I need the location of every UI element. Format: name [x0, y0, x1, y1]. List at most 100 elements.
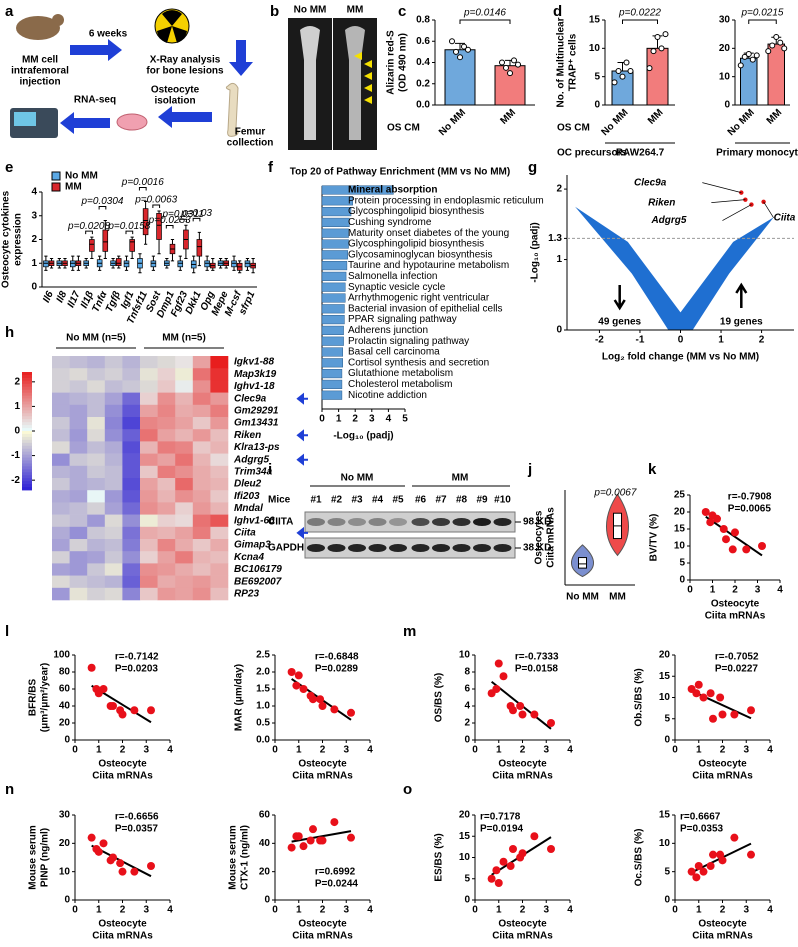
row-label: Kcna4: [234, 552, 264, 563]
heatmap-cell: [87, 380, 106, 393]
band: [389, 518, 407, 526]
box: [123, 260, 130, 268]
data-point: [147, 706, 155, 715]
heatmap-cell: [52, 356, 70, 369]
data-point: [747, 850, 755, 859]
heatmap-cell: [69, 404, 88, 418]
data-point: [699, 693, 708, 702]
heatmap-cell: [175, 526, 194, 540]
x-axis-title: Ciita mRNAs: [292, 931, 353, 942]
heatmap-cell: [210, 502, 229, 515]
data-point: [330, 705, 339, 714]
colorbar-step: [22, 451, 32, 455]
data-point: [109, 853, 117, 862]
heatmap-cell: [87, 453, 106, 467]
row-label: Ciita: [234, 528, 256, 539]
x-tick-label: 2: [720, 905, 726, 916]
box: [231, 260, 237, 268]
data-point: [781, 45, 788, 52]
y-axis-title-line: Oc.S/BS (%): [634, 829, 645, 887]
heatmap-cell: [140, 429, 158, 442]
heatmap-cell: [122, 380, 141, 393]
colorbar-step: [22, 428, 32, 432]
stat-annotation: r=-0.7052: [715, 652, 759, 663]
heatmap-cell: [192, 404, 211, 418]
x-tick-label: 3: [743, 905, 749, 916]
y-tick-label: 30: [719, 15, 731, 26]
data-point: [706, 862, 715, 870]
band: [432, 518, 450, 526]
group-label: Primary monocytes: [716, 148, 798, 159]
bar: [321, 271, 347, 281]
row-label: Gimap3: [234, 540, 271, 551]
heatmap-cell: [122, 429, 141, 442]
heatmap-cell: [87, 526, 106, 540]
y-axis-title: BFR/BS (μm³/μm²/year): [28, 663, 51, 732]
heatmap-cell: [69, 551, 88, 564]
y-tick-label: 0: [556, 325, 562, 336]
y-tick-label: 30: [59, 810, 71, 821]
heatmap-cell: [192, 417, 211, 430]
row-label: Trim34a: [234, 467, 273, 478]
data-point: [494, 879, 503, 887]
heatmap-cell: [104, 356, 123, 369]
gene-label: Adgrg5: [650, 215, 686, 226]
x-tick-label: 0: [678, 335, 684, 346]
category-label: Adherens junction: [348, 325, 428, 336]
y-tick-label: 0.8: [416, 15, 430, 26]
group-label: MM (n=5): [162, 333, 206, 344]
box: [102, 229, 109, 252]
colorbar-step: [22, 457, 32, 461]
heatmap-cell: [52, 575, 70, 589]
row-label: Adgrg5: [233, 454, 269, 465]
arrow: [229, 40, 253, 76]
colorbar-label: -2: [11, 475, 20, 486]
heatmap-cell: [69, 478, 88, 491]
y-axis-title: Mouse serum CTX-1 (ng/ml): [228, 825, 251, 890]
bar: [321, 228, 349, 238]
heatmap-cell: [210, 380, 229, 393]
y-axis-title: MAR (μm/day): [234, 664, 245, 731]
category-label: Mineral absorption: [348, 185, 437, 196]
x-axis-title: Ciita mRNAs: [692, 771, 753, 782]
heatmap-cell: [157, 417, 176, 430]
gene-label: Clec9a: [634, 177, 667, 188]
panel-label: k: [648, 461, 657, 478]
heatmap-cell: [122, 441, 141, 454]
p-value: p=0.0146: [463, 8, 506, 19]
x-tick-label: No MM: [600, 107, 631, 138]
sequencer-screen: [14, 112, 36, 126]
heatmap-cell: [175, 490, 194, 503]
heatmap-cell: [192, 392, 211, 406]
band: [348, 544, 366, 552]
heatmap-cell: [140, 539, 158, 552]
image-label: MM: [347, 5, 364, 16]
y-tick-label: 40: [59, 701, 71, 712]
x-tick-label: 3: [369, 414, 375, 425]
y-tick-label: 25: [674, 490, 686, 501]
x-tick-label: 1: [496, 745, 502, 756]
heatmap-cell: [192, 575, 211, 589]
heatmap-cell: [104, 441, 123, 454]
data-point: [509, 845, 517, 853]
x-axis-title: Osteocyte: [698, 919, 747, 930]
row-label: Mndal: [234, 503, 263, 514]
x-tick-label: MM: [646, 107, 666, 127]
data-point: [722, 535, 730, 544]
category-label: Prolactin signaling pathway: [348, 336, 469, 347]
x-tick-label: 3: [543, 905, 549, 916]
band: [411, 518, 430, 526]
heatmap-cell: [140, 551, 158, 564]
heatmap-cell: [104, 404, 123, 418]
x-tick-label: 2: [759, 335, 765, 346]
data-point: [130, 706, 139, 715]
panel-label: d: [553, 3, 562, 20]
x-tick-label: 1: [718, 335, 724, 346]
x-tick-label: 3: [343, 745, 349, 756]
y-axis-title: -Log₁₀ (padj): [530, 222, 541, 282]
heatmap-cell: [175, 356, 194, 369]
x-tick-label: 3: [143, 905, 149, 916]
data-point: [94, 847, 103, 856]
heatmap-cell: [87, 465, 106, 479]
data-point: [492, 685, 501, 693]
